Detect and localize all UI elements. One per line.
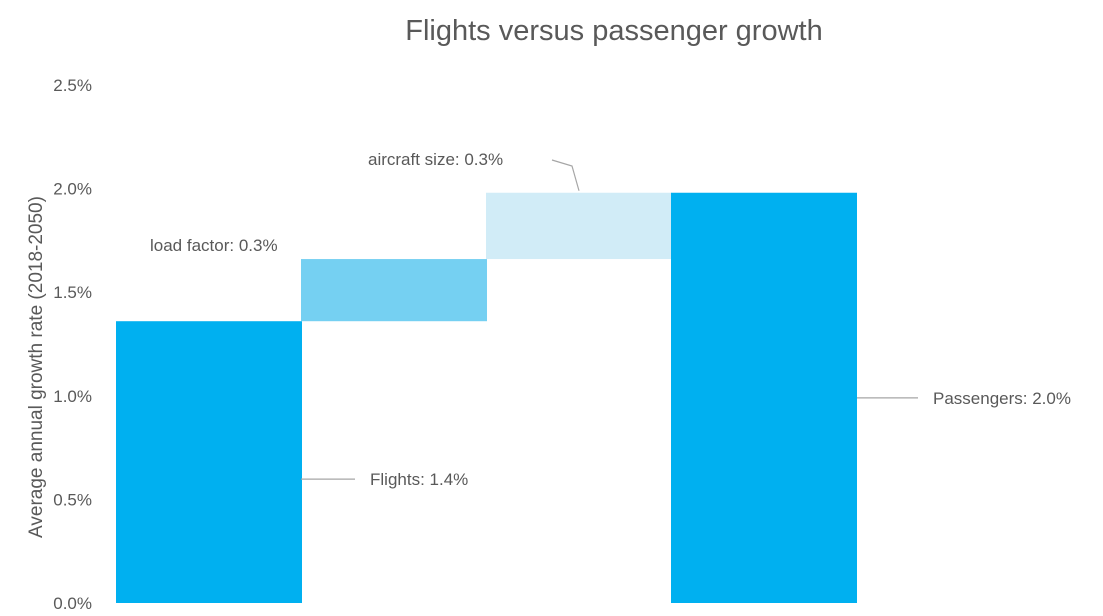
bar xyxy=(671,192,857,603)
y-tick-label: 1.0% xyxy=(53,387,92,406)
bar xyxy=(486,192,672,260)
annotations: Flights: 1.4% load factor: 0.3% aircraft s… xyxy=(150,150,1071,489)
data-label: aircraft size: 0.3% xyxy=(368,150,503,169)
y-tick-label: 1.5% xyxy=(53,283,92,302)
chart-title: Flights versus passenger growth xyxy=(405,15,822,47)
y-tick-label: 0.5% xyxy=(53,490,92,509)
bar xyxy=(116,321,302,603)
y-tick-label: 2.5% xyxy=(53,76,92,95)
bar xyxy=(301,259,487,322)
data-label: load factor: 0.3% xyxy=(150,236,278,255)
y-axis-ticks: 0.0% 0.5% 1.0% 1.5% 2.0% 2.5% xyxy=(53,76,92,613)
data-label: Flights: 1.4% xyxy=(370,470,468,489)
y-axis-label: Average annual growth rate (2018-2050) xyxy=(26,196,47,538)
leader-line xyxy=(551,159,580,191)
data-label: Passengers: 2.0% xyxy=(933,389,1071,408)
bars xyxy=(116,192,857,603)
y-tick-label: 0.0% xyxy=(53,594,92,613)
y-tick-label: 2.0% xyxy=(53,180,92,199)
annotation-leaders xyxy=(301,159,918,480)
